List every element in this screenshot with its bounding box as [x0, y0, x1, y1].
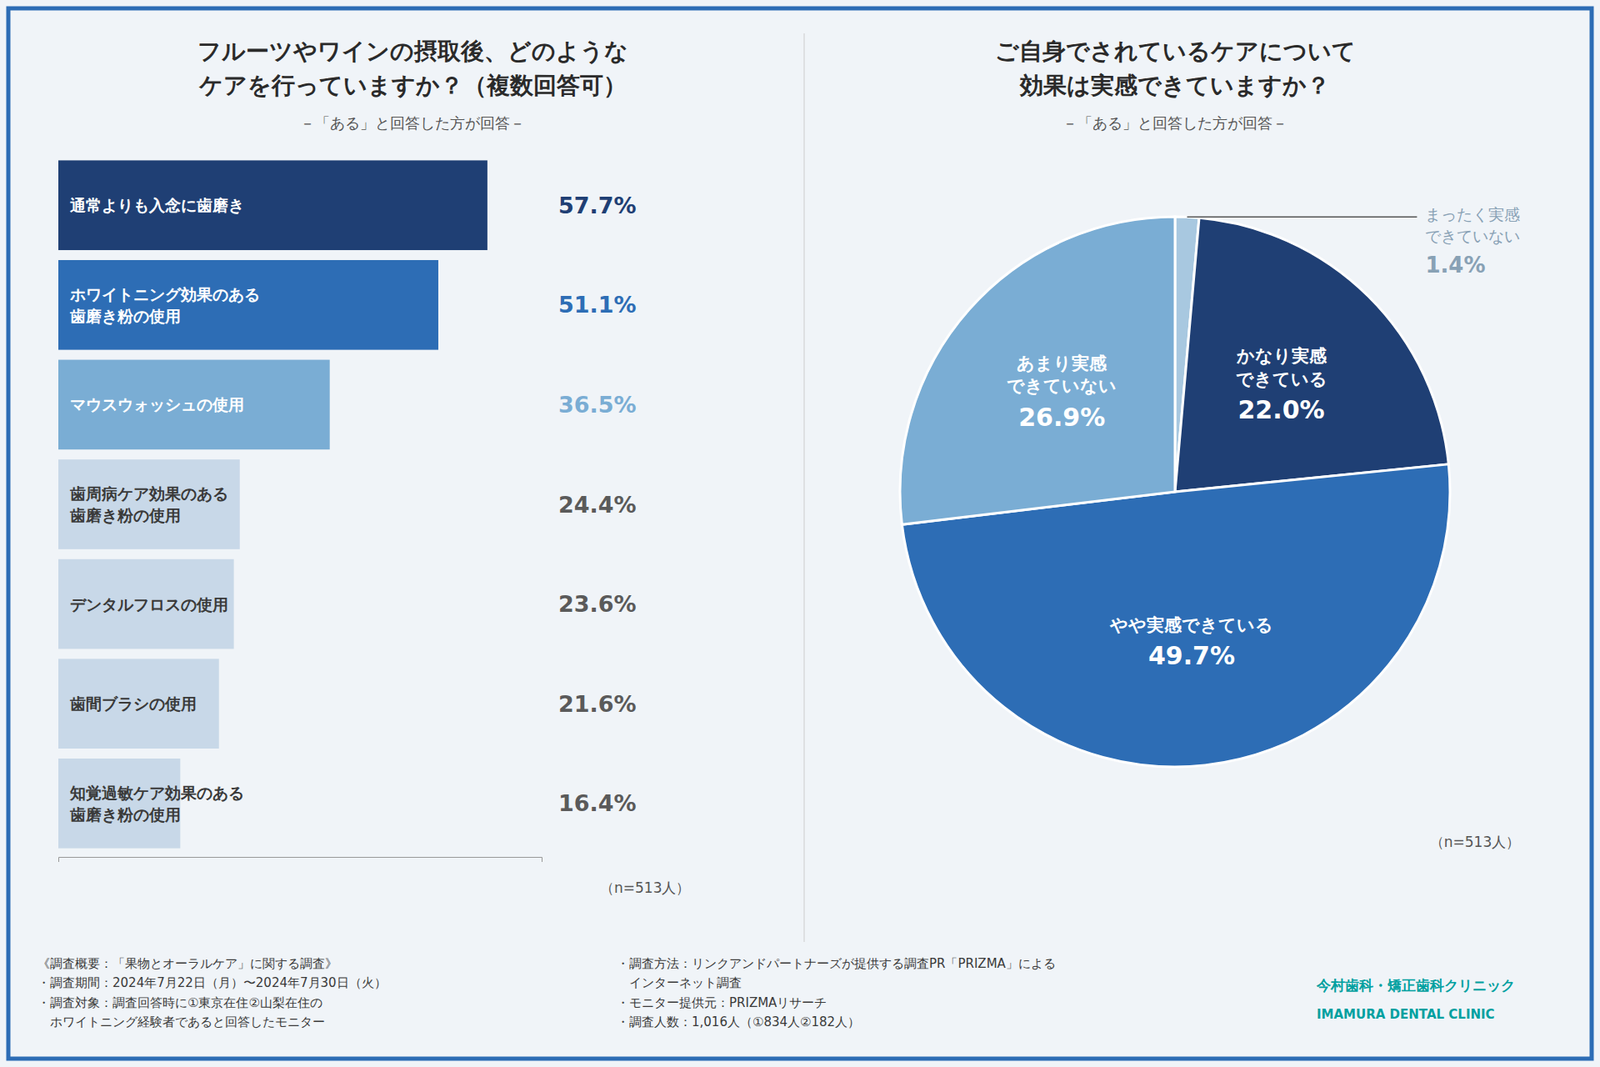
category-label-line: 歯周病ケア効果のある [69, 484, 229, 503]
value-label: 21.6% [558, 690, 637, 717]
category-label-line: 歯磨き粉の使用 [69, 306, 181, 325]
footer-note-line: ・モニター提供元：PRIZMAリサーチ [616, 995, 827, 1010]
category-label-line: 通常よりも入念に歯磨き [69, 195, 245, 215]
bar [58, 459, 240, 550]
footer-note-line: ホワイトニング経験者であると回答したモニター [37, 1014, 325, 1030]
footer: 《調査概要：「果物とオーラルケア」に関する調査》・調査期間：2024年7月22日… [37, 955, 1515, 1030]
slice-label-line: できていない [1006, 375, 1117, 396]
footer-note-line: ・調査期間：2024年7月22日（月）〜2024年7月30日（火） [37, 975, 387, 990]
chart-title: フルーツやワインの摂取後、どのようなケアを行っていますか？（複数回答可） [197, 37, 629, 100]
value-label: 36.5% [558, 391, 637, 418]
chart-subtitle-line: －「ある」と回答した方が回答－ [1062, 114, 1288, 132]
chart-root: フルーツやワインの摂取後、どのようなケアを行っていますか？（複数回答可） －「ある… [0, 0, 1600, 1067]
category-label-line: 歯磨き粉の使用 [69, 805, 181, 824]
pie-labels: まったく実感できていない1.4%かなり実感できている22.0%やや実感できている… [1006, 205, 1520, 670]
page-border [8, 8, 1592, 1059]
bar [58, 360, 330, 450]
footer-note-line: 《調査概要：「果物とオーラルケア」に関する調査》 [37, 955, 338, 971]
bar [58, 658, 220, 749]
background [0, 0, 1600, 1067]
footer-note-line: ・調査方法：リンクアンドパートナーズが提供する調査PR「PRIZMA」による [616, 955, 1056, 971]
bar-marks [58, 160, 488, 848]
slice-label-line: やや実感できている [1109, 615, 1274, 635]
slice-label: まったく実感できていない [1425, 205, 1520, 246]
slice-label-line: かなり実感 [1235, 345, 1328, 366]
value-label: 23.6% [558, 590, 637, 617]
slice-label-line: あまり実感 [1016, 353, 1108, 374]
annotation: （n=513人） [600, 879, 690, 896]
pie-chart: ご自身でされているケアについて効果は実感できていますか？ －「ある」と回答した方が… [900, 37, 1520, 850]
footer-credit: 今村歯科・矯正歯科クリニック [1315, 976, 1515, 994]
slice-label: かなり実感できている [1235, 345, 1328, 389]
x-axis-line [59, 857, 543, 863]
panel-divider [804, 33, 805, 942]
category-label: 歯周病ケア効果のある歯磨き粉の使用 [69, 484, 229, 525]
bar [58, 559, 235, 650]
value-label: 24.4% [558, 491, 637, 518]
bar [58, 758, 180, 849]
bar [58, 260, 439, 350]
slice-label-line: できていない [1425, 226, 1520, 245]
footer-credit: IMAMURA DENTAL CLINIC [1316, 1006, 1495, 1022]
category-label-line: 歯間ブラシの使用 [69, 694, 197, 713]
chart-title-line: ご自身でされているケアについて [995, 37, 1356, 65]
bar-chart: フルーツやワインの摂取後、どのようなケアを行っていますか？（複数回答可） －「ある… [58, 37, 690, 896]
category-label: 歯間ブラシの使用 [69, 694, 197, 713]
slice-value-label: 22.0% [1237, 395, 1325, 425]
pie-slice [900, 216, 1175, 525]
category-label: 知覚過敏ケア効果のある歯磨き粉の使用 [69, 783, 245, 824]
chart-subtitle-line: －「ある」と回答した方が回答－ [300, 114, 525, 132]
slice-label-line: まったく実感 [1425, 205, 1520, 225]
slice-label: やや実感できている [1109, 615, 1274, 635]
category-label-line: 歯磨き粉の使用 [69, 505, 181, 525]
chart-title-line: ケアを行っていますか？（複数回答可） [198, 70, 627, 99]
footer-note: ・調査方法：リンクアンドパートナーズが提供する調査PR「PRIZMA」による イ… [616, 955, 1056, 1030]
pie-slice [1175, 217, 1449, 492]
slice-value-label: 26.9% [1018, 402, 1105, 432]
slice-value-label: 49.7% [1148, 640, 1235, 670]
footer-note: 《調査概要：「果物とオーラルケア」に関する調査》・調査期間：2024年7月22日… [37, 955, 387, 1030]
chart-subtitle: －「ある」と回答した方が回答－ [300, 114, 525, 132]
category-label-line: 知覚過敏ケア効果のある [69, 783, 245, 802]
value-label: 16.4% [558, 790, 637, 816]
pie-slices [900, 216, 1450, 767]
chart-subtitle: －「ある」と回答した方が回答－ [1062, 114, 1288, 132]
slice-label-line: できている [1235, 369, 1328, 390]
category-label-line: ホワイトニング効果のある [69, 285, 260, 304]
bar [58, 160, 488, 250]
footer-note-line: ・調査人数：1,016人（①834人②182人） [616, 1014, 860, 1030]
value-label: 57.7% [558, 192, 637, 219]
category-label: マウスウォッシュの使用 [70, 395, 245, 414]
value-label: 51.1% [558, 291, 637, 318]
slice-value-label: 1.4% [1425, 252, 1485, 278]
chart-title-line: 効果は実感できていますか？ [1019, 70, 1330, 99]
footer-note-line: ・調査対象：調査回答時に①東京在住②山梨在住の [37, 995, 323, 1010]
category-label-line: デンタルフロスの使用 [70, 595, 229, 614]
annotation: （n=513人） [1430, 833, 1520, 850]
category-label-line: マウスウォッシュの使用 [70, 395, 245, 414]
slice-label: あまり実感できていない [1006, 353, 1117, 396]
x-axis [59, 857, 543, 863]
category-label: 通常よりも入念に歯磨き [69, 195, 245, 215]
chart-title: ご自身でされているケアについて効果は実感できていますか？ [995, 37, 1356, 100]
leader-line [1187, 216, 1418, 219]
chart-title-line: フルーツやワインの摂取後、どのような [197, 37, 629, 65]
footer-note-line: インターネット調査 [616, 975, 742, 990]
category-label: ホワイトニング効果のある歯磨き粉の使用 [69, 285, 260, 325]
bar-labels: 通常よりも入念に歯磨き 57.7% ホワイトニング効果のある歯磨き粉の使用 51.1%… [69, 192, 637, 824]
category-label: デンタルフロスの使用 [70, 595, 229, 614]
